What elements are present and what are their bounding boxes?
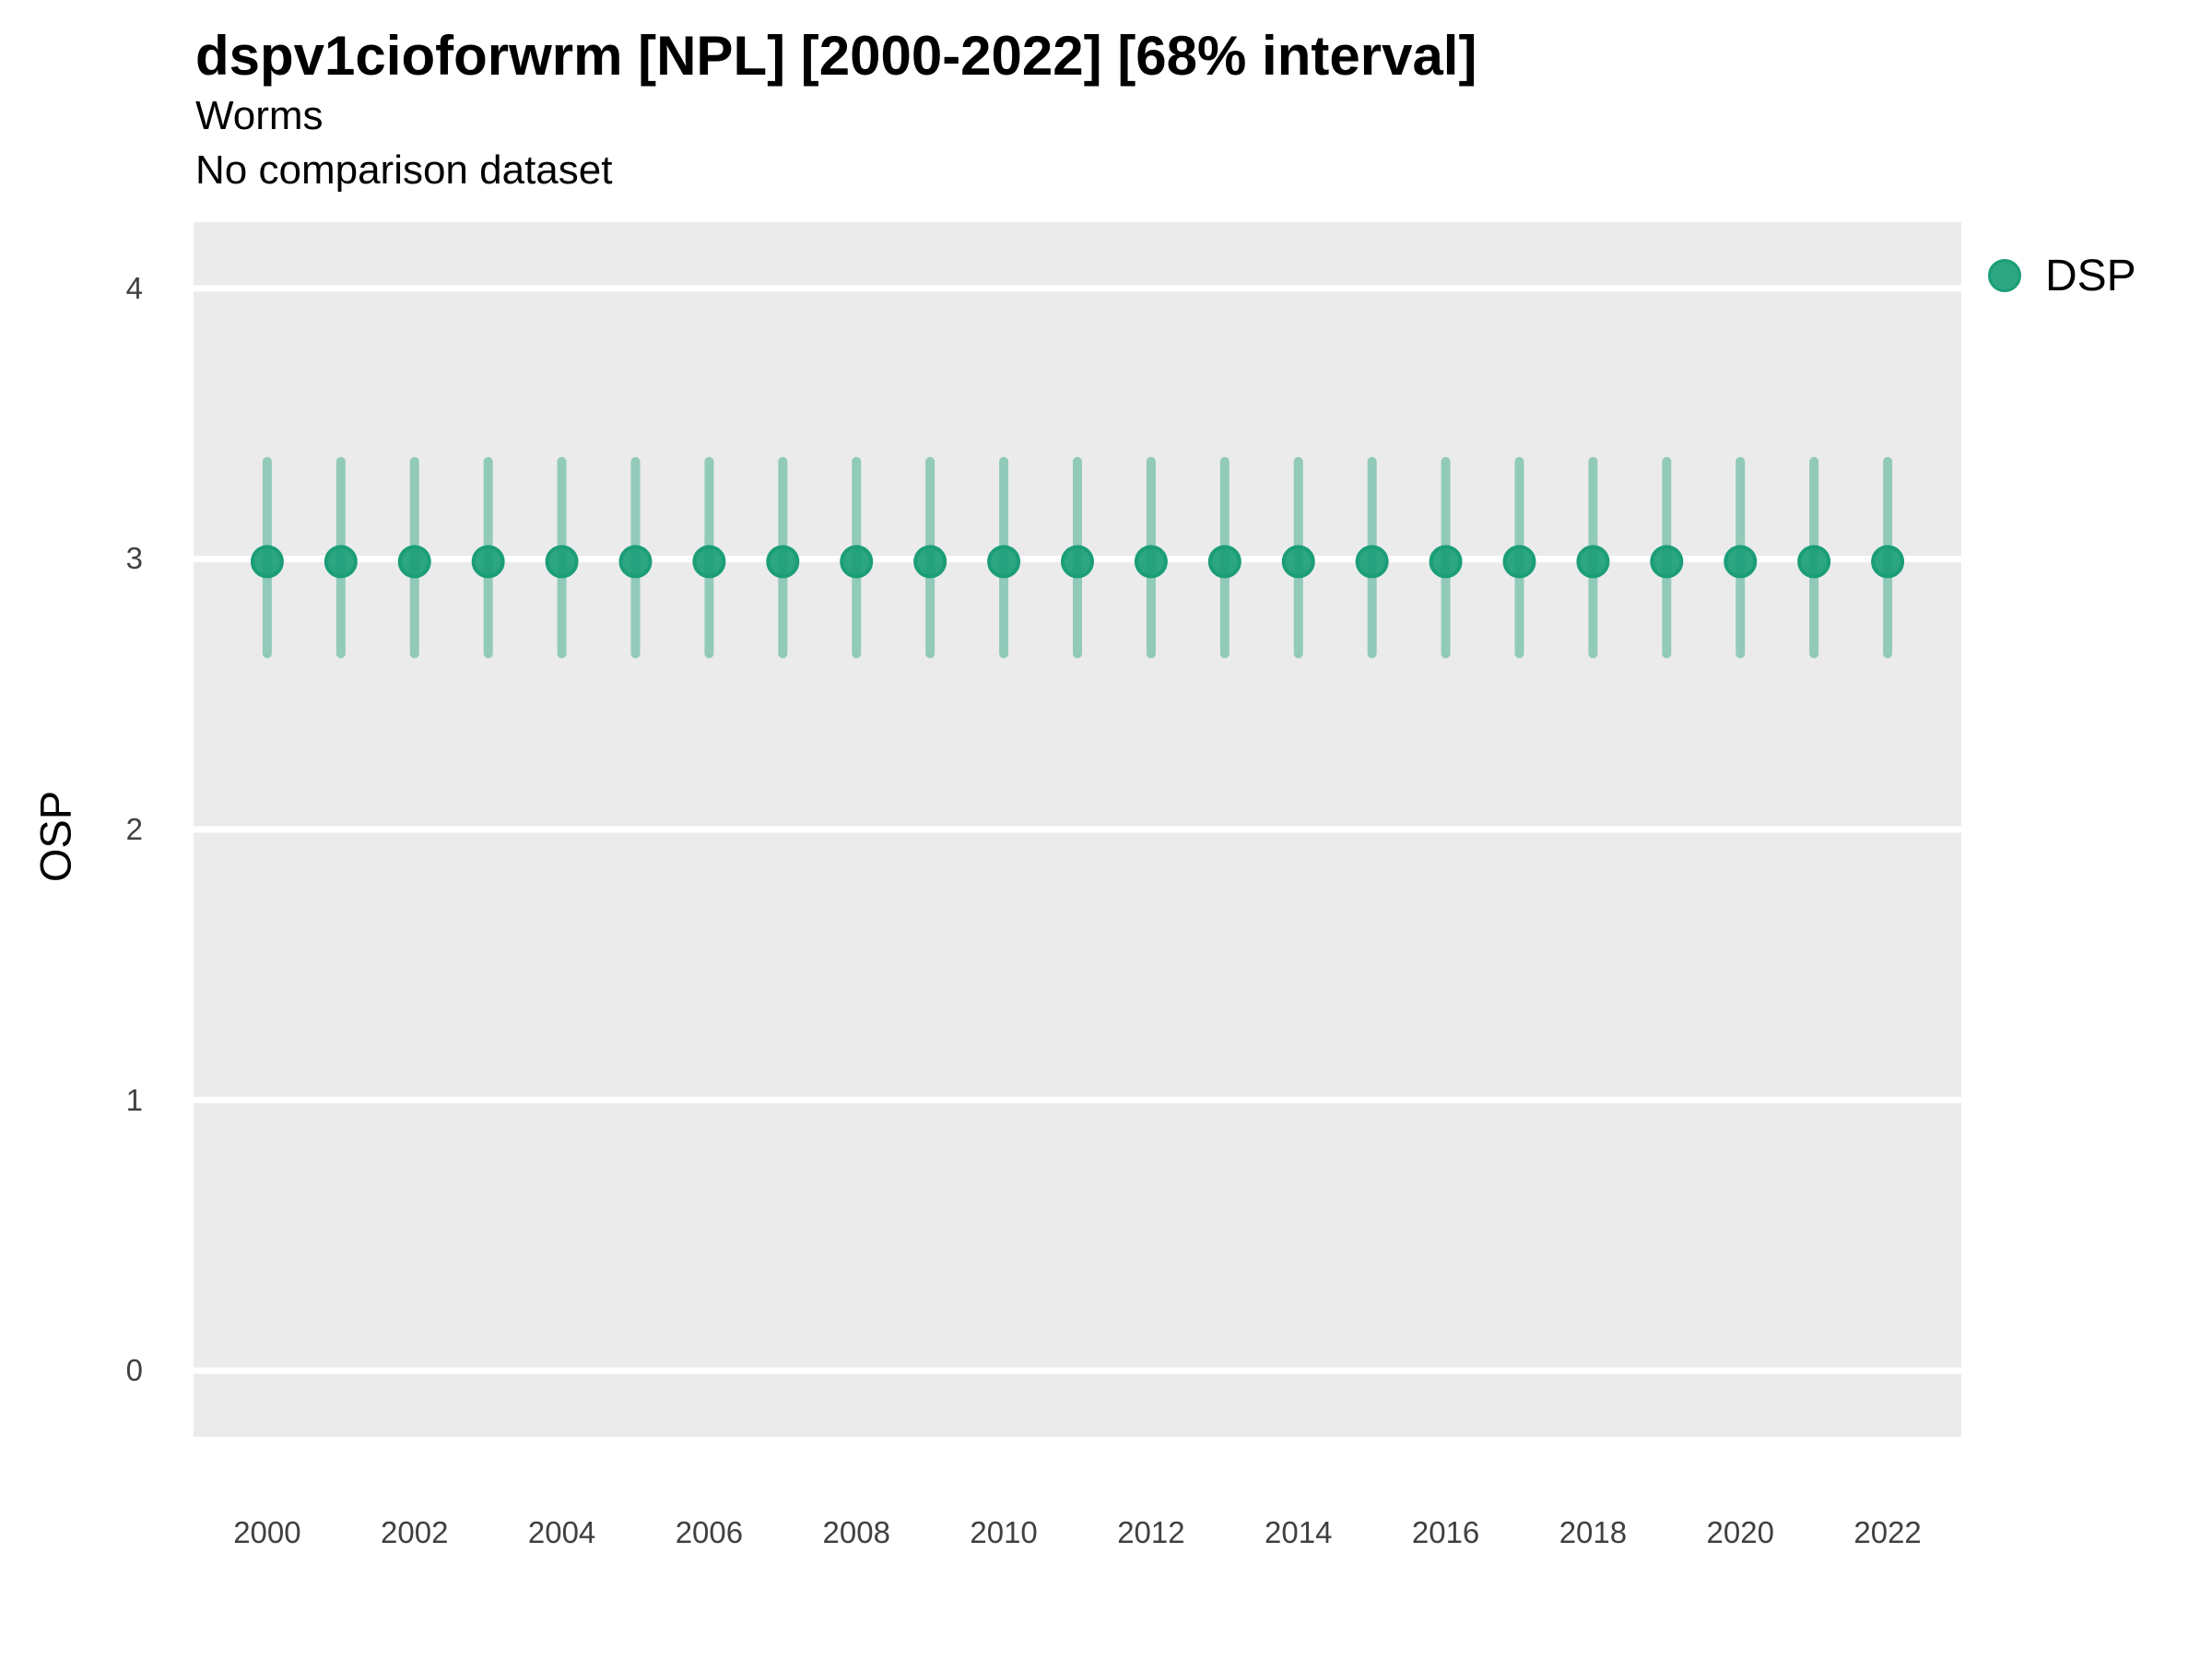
data-point-2003 bbox=[471, 545, 505, 579]
legend: DSP bbox=[1988, 247, 2136, 304]
data-point-2009 bbox=[913, 545, 947, 579]
y-tick-label-2: 2 bbox=[125, 812, 143, 846]
x-tick-label-2002: 2002 bbox=[381, 1515, 449, 1549]
x-tick-label-2000: 2000 bbox=[233, 1515, 301, 1549]
data-point-2005 bbox=[618, 545, 653, 579]
data-point-2021 bbox=[1797, 545, 1831, 579]
x-tick-label-2014: 2014 bbox=[1265, 1515, 1333, 1549]
data-point-2015 bbox=[1355, 545, 1389, 579]
data-point-2013 bbox=[1207, 545, 1241, 579]
data-point-2017 bbox=[1502, 545, 1536, 579]
x-tick-label-2004: 2004 bbox=[527, 1515, 596, 1549]
x-tick-label-2022: 2022 bbox=[1853, 1515, 1922, 1549]
data-point-2019 bbox=[1650, 545, 1684, 579]
data-point-2006 bbox=[692, 545, 726, 579]
data-point-2016 bbox=[1429, 545, 1463, 579]
legend-label-dsp: DSP bbox=[2045, 251, 2136, 300]
data-point-2008 bbox=[840, 545, 874, 579]
x-tick-label-2012: 2012 bbox=[1117, 1515, 1185, 1549]
plot-svg bbox=[194, 285, 1961, 1374]
chart-subtitle-line1: Worms bbox=[195, 93, 324, 138]
x-tick-label-2008: 2008 bbox=[822, 1515, 890, 1549]
data-point-2002 bbox=[397, 545, 431, 579]
x-tick-label-2010: 2010 bbox=[970, 1515, 1038, 1549]
data-point-2000 bbox=[250, 545, 284, 579]
data-point-2022 bbox=[1871, 545, 1905, 579]
data-point-2007 bbox=[766, 545, 800, 579]
chart-title: dspv1cioforwrm [NPL] [2000-2022] [68% in… bbox=[195, 25, 1477, 87]
x-tick-label-2006: 2006 bbox=[675, 1515, 744, 1549]
x-tick-label-2020: 2020 bbox=[1706, 1515, 1774, 1549]
legend-marker-dsp-icon bbox=[1988, 259, 2021, 292]
chart-subtitle-line2: No comparison dataset bbox=[195, 147, 613, 193]
data-point-2020 bbox=[1724, 545, 1758, 579]
y-tick-label-1: 1 bbox=[125, 1082, 143, 1117]
plot-panel bbox=[194, 222, 1961, 1437]
y-tick-label-0: 0 bbox=[125, 1353, 143, 1388]
data-point-2014 bbox=[1281, 545, 1315, 579]
y-tick-label-4: 4 bbox=[125, 270, 143, 305]
data-point-2004 bbox=[545, 545, 579, 579]
y-tick-label-3: 3 bbox=[125, 541, 143, 576]
data-point-2011 bbox=[1061, 545, 1094, 579]
data-point-2018 bbox=[1576, 545, 1610, 579]
data-point-2010 bbox=[987, 545, 1021, 579]
x-tick-label-2018: 2018 bbox=[1559, 1515, 1628, 1549]
data-point-2012 bbox=[1134, 545, 1168, 579]
data-point-2001 bbox=[324, 545, 358, 579]
x-tick-label-2016: 2016 bbox=[1411, 1515, 1480, 1549]
